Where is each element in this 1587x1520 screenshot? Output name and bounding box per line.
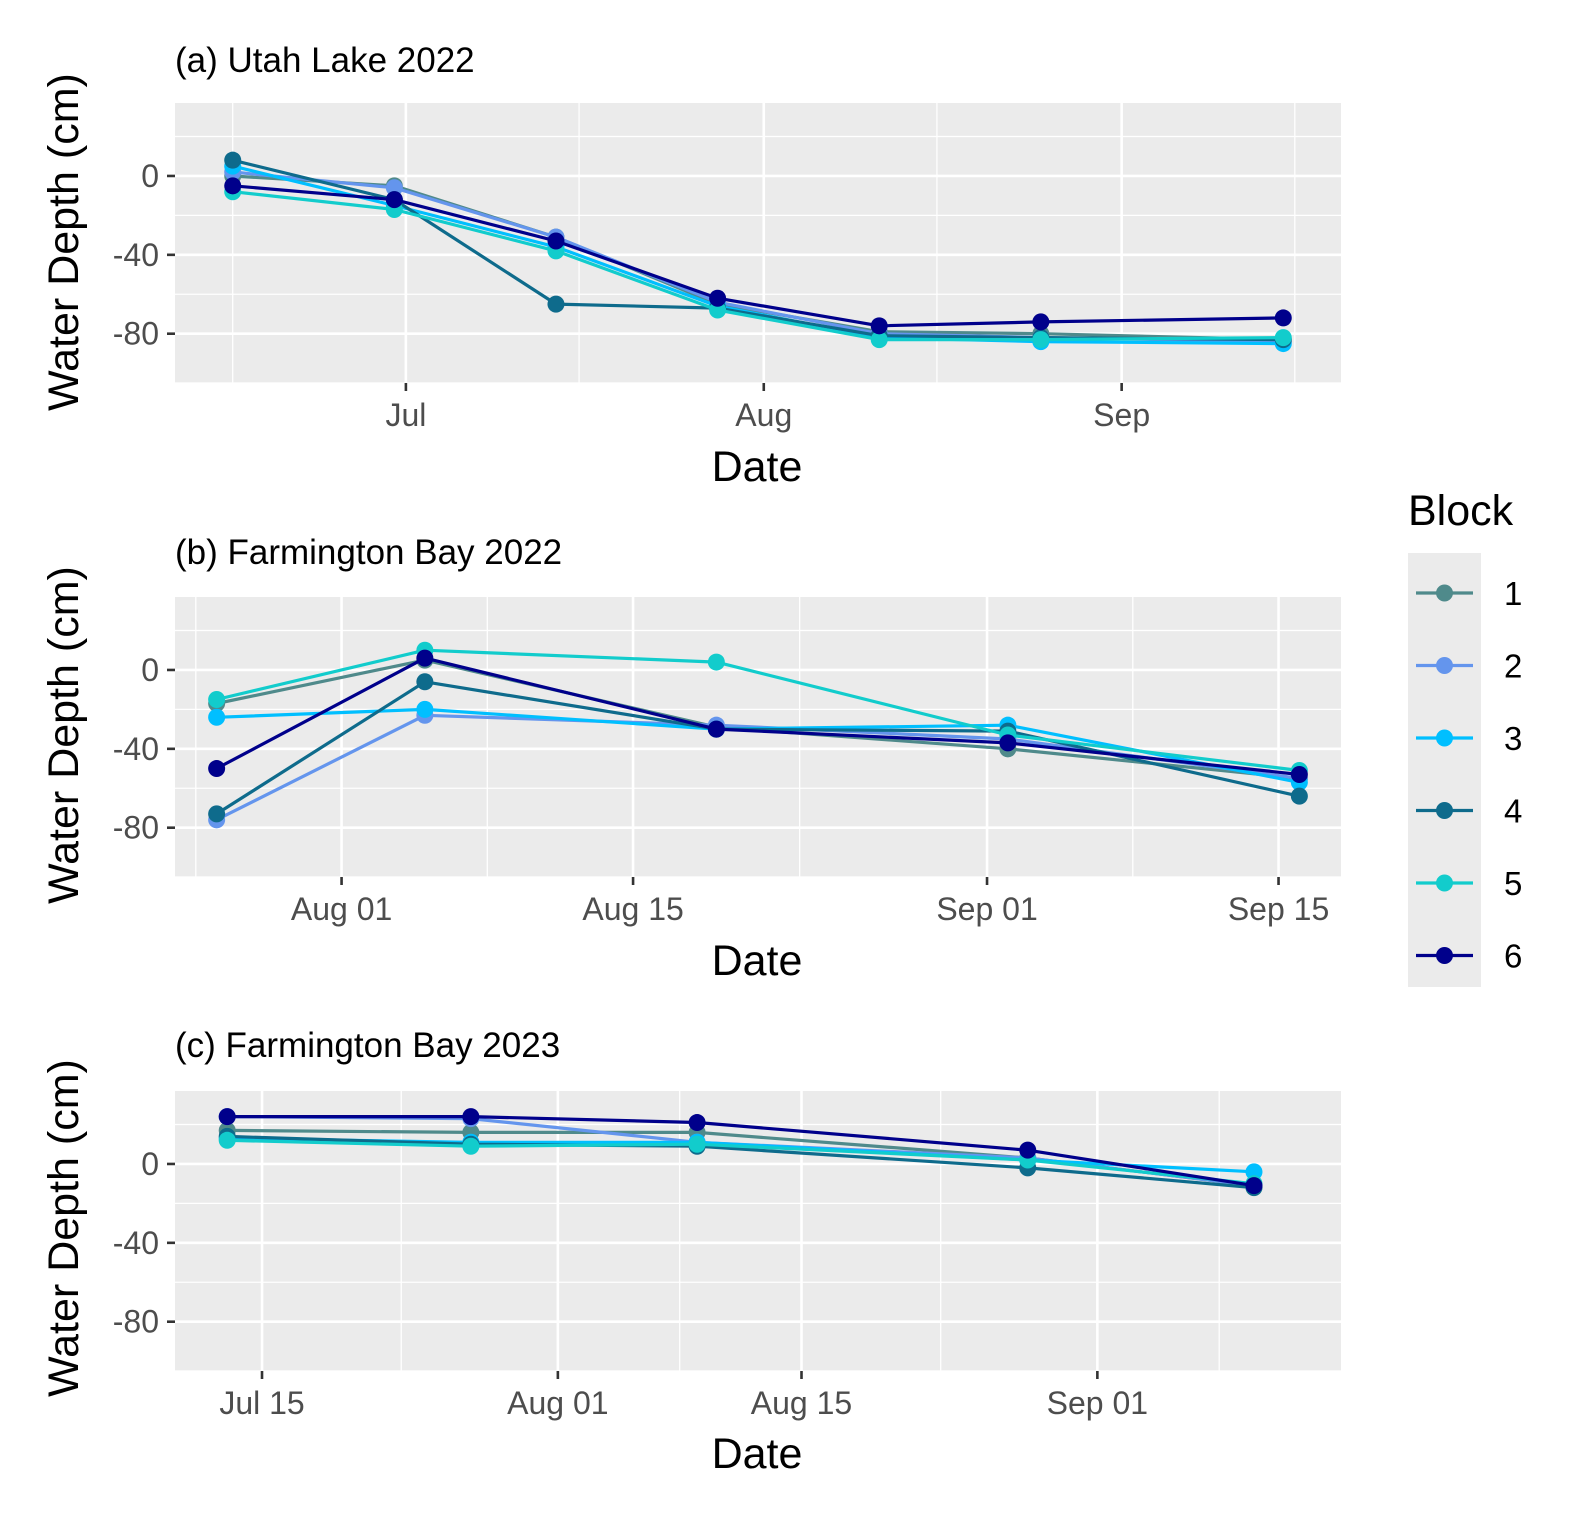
x-tick-label: Aug xyxy=(735,397,792,433)
legend-key-point xyxy=(1436,802,1453,819)
x-tick-label: Aug 15 xyxy=(751,1385,852,1421)
panel-utah-lake-2022: (a) Utah Lake 2022 Water Depth (cm) Date… xyxy=(40,41,1341,491)
panel-farmington-bay-2023: (c) Farmington Bay 2023 Water Depth (cm)… xyxy=(40,1026,1341,1478)
y-tick-label: 0 xyxy=(141,158,159,194)
data-point xyxy=(416,673,434,691)
y-tick-label: 0 xyxy=(141,652,159,688)
data-point xyxy=(1290,787,1308,805)
y-tick-label: -80 xyxy=(113,1304,159,1340)
x-tick-label: Aug 01 xyxy=(507,1385,608,1421)
legend-label: 1 xyxy=(1504,575,1522,612)
data-point xyxy=(709,289,727,307)
data-point xyxy=(462,1108,480,1126)
legend-item-2: 2 xyxy=(1416,648,1522,685)
x-axis-label: Date xyxy=(712,1430,803,1478)
legend-key-point xyxy=(1436,657,1453,674)
legend-label: 6 xyxy=(1504,938,1522,975)
data-point xyxy=(1274,329,1292,347)
y-tick-label: -40 xyxy=(113,1225,159,1261)
x-tick-label: Aug 01 xyxy=(291,891,392,927)
data-point xyxy=(385,179,403,197)
y-axis-label: Water Depth (cm) xyxy=(40,73,88,411)
data-point xyxy=(218,1108,236,1126)
legend-key-point xyxy=(1436,729,1453,747)
series-block-6 xyxy=(224,177,1292,335)
panel-farmington-bay-2022: (b) Farmington Bay 2022 Water Depth (cm)… xyxy=(40,533,1341,985)
data-point xyxy=(416,649,434,667)
data-point xyxy=(224,177,242,195)
data-point xyxy=(709,301,727,319)
y-tick-label: -80 xyxy=(113,316,159,352)
legend-item-5: 5 xyxy=(1416,865,1522,902)
legend-key-point xyxy=(1436,584,1453,602)
legend-item-6: 6 xyxy=(1416,938,1522,975)
y-axis-label: Water Depth (cm) xyxy=(40,566,88,904)
y-tick-label: -40 xyxy=(113,237,159,273)
panel-title: (b) Farmington Bay 2022 xyxy=(175,533,562,572)
legend-label: 2 xyxy=(1504,648,1522,685)
legend-key-point xyxy=(1436,874,1453,892)
data-point xyxy=(218,1131,236,1149)
data-point xyxy=(707,653,725,671)
plot-panel xyxy=(175,597,1341,877)
y-tick-label: 0 xyxy=(141,1146,159,1182)
x-axis-label: Date xyxy=(712,443,803,491)
data-point xyxy=(385,191,403,209)
data-point xyxy=(1245,1177,1263,1195)
y-tick-label: -80 xyxy=(113,810,159,846)
data-point xyxy=(1290,765,1308,783)
data-point xyxy=(1032,313,1050,331)
data-point xyxy=(547,295,565,313)
data-point xyxy=(1245,1163,1263,1181)
data-point xyxy=(870,317,888,335)
data-point xyxy=(1274,309,1292,327)
panel-title: (c) Farmington Bay 2023 xyxy=(175,1026,560,1065)
x-axis-label: Date xyxy=(712,937,803,985)
x-tick-label: Jul xyxy=(385,397,426,433)
data-point xyxy=(688,1114,706,1132)
series-block-6 xyxy=(218,1108,1263,1195)
data-point xyxy=(224,151,242,169)
series-block-6 xyxy=(208,649,1308,783)
legend: Block 1 2 3 4 5 6 xyxy=(1408,487,1522,987)
data-point xyxy=(707,720,725,738)
panel-title: (a) Utah Lake 2022 xyxy=(175,41,475,80)
x-tick-label: Aug 15 xyxy=(582,891,683,927)
legend-item-1: 1 xyxy=(1416,575,1522,612)
data-point xyxy=(870,331,888,349)
legend-key-background xyxy=(1408,553,1481,987)
x-tick-label: Sep 01 xyxy=(936,891,1037,927)
data-point xyxy=(416,700,434,718)
y-axis-label: Water Depth (cm) xyxy=(40,1059,88,1397)
x-tick-label: Sep 15 xyxy=(1228,891,1329,927)
data-point xyxy=(208,760,226,778)
x-tick-label: Sep xyxy=(1093,397,1150,433)
x-tick-label: Jul 15 xyxy=(219,1385,304,1421)
legend-label: 3 xyxy=(1504,720,1522,757)
data-point xyxy=(547,232,565,250)
legend-key-point xyxy=(1436,947,1453,964)
y-tick-label: -40 xyxy=(113,731,159,767)
legend-label: 4 xyxy=(1504,793,1522,830)
data-point xyxy=(1032,331,1050,349)
data-point xyxy=(999,734,1017,752)
data-point xyxy=(688,1135,706,1153)
legend-title: Block xyxy=(1408,487,1514,535)
legend-item-3: 3 xyxy=(1416,720,1522,757)
x-tick-label: Sep 01 xyxy=(1047,1385,1148,1421)
data-point xyxy=(1019,1141,1037,1159)
legend-item-4: 4 xyxy=(1416,793,1522,830)
data-point xyxy=(208,691,226,709)
data-point xyxy=(208,708,226,726)
legend-label: 5 xyxy=(1504,865,1522,902)
data-point xyxy=(208,805,226,823)
data-point xyxy=(462,1137,480,1155)
